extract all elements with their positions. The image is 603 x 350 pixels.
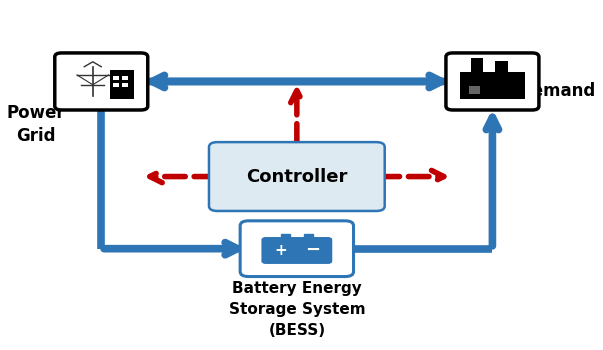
Bar	[495, 61, 508, 72]
Bar	[469, 86, 480, 94]
Text: +: +	[274, 243, 288, 258]
Bar	[113, 76, 119, 80]
Bar	[281, 234, 290, 239]
Text: −: −	[305, 241, 320, 259]
Bar	[110, 70, 134, 99]
Bar	[304, 234, 313, 239]
Text: Demand: Demand	[519, 82, 596, 100]
Bar	[122, 83, 128, 87]
Text: Battery Energy
Storage System
(BESS): Battery Energy Storage System (BESS)	[229, 281, 365, 338]
Text: Controller: Controller	[246, 168, 347, 186]
FancyBboxPatch shape	[240, 221, 353, 276]
Bar	[459, 72, 525, 99]
FancyBboxPatch shape	[262, 238, 332, 263]
Bar	[122, 76, 128, 80]
Bar	[471, 58, 484, 72]
FancyBboxPatch shape	[446, 53, 539, 110]
FancyBboxPatch shape	[55, 53, 148, 110]
FancyBboxPatch shape	[209, 142, 385, 211]
Bar	[113, 83, 119, 87]
Text: Power
Grid: Power Grid	[7, 104, 65, 145]
